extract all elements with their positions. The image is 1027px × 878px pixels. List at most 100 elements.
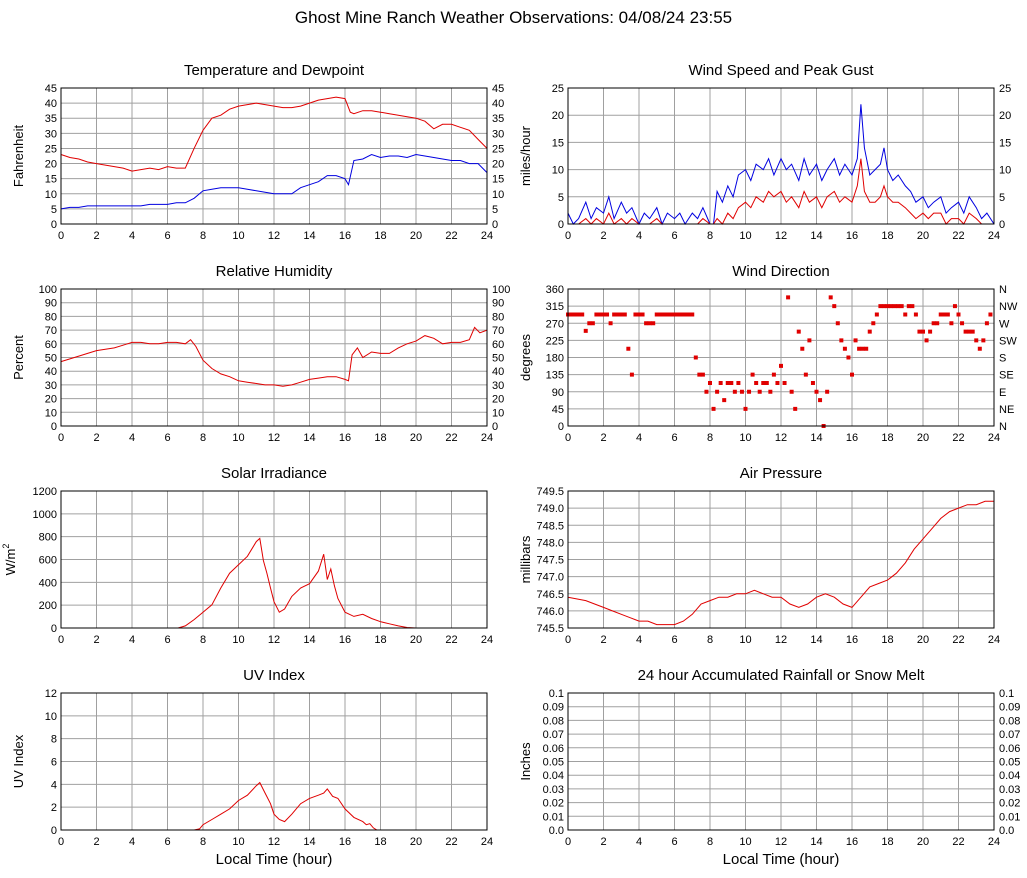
y-right-tick-label: 30 <box>492 128 504 140</box>
y-tick-label: 0.07 <box>543 729 564 741</box>
data-point <box>867 329 872 334</box>
x-tick-label: 18 <box>881 432 893 444</box>
data-point <box>736 380 741 385</box>
x-tick-label: 2 <box>600 230 606 242</box>
y-right-tick-label: NW <box>999 301 1018 313</box>
y-right-tick-label: 0.09 <box>999 702 1020 714</box>
data-point <box>899 304 904 309</box>
data-point <box>850 372 854 377</box>
data-point <box>889 304 894 309</box>
data-point <box>878 304 883 309</box>
x-tick-label: 12 <box>268 634 280 646</box>
y-right-tick-label: N <box>999 421 1007 433</box>
y-tick-label: 60 <box>45 339 57 351</box>
plot-frame <box>567 692 995 831</box>
y-right-tick-label: 30 <box>492 380 504 392</box>
x-tick-label: 20 <box>410 836 422 848</box>
x-tick-label: 16 <box>846 230 858 242</box>
y-tick-label: 25 <box>552 83 564 95</box>
x-tick-label: 18 <box>374 836 386 848</box>
x-tick-label: 20 <box>917 836 929 848</box>
chart-title: Air Pressure <box>740 465 823 482</box>
y-tick-label: 0.09 <box>543 702 564 714</box>
x-tick-label: 6 <box>164 432 170 444</box>
series-line-0 <box>61 537 487 629</box>
y-tick-label: 0 <box>558 421 564 433</box>
data-point <box>779 363 783 368</box>
x-tick-label: 2 <box>93 432 99 444</box>
x-tick-label: 18 <box>881 634 893 646</box>
y-tick-label: 1000 <box>33 509 57 521</box>
x-tick-label: 8 <box>707 230 713 242</box>
x-tick-label: 22 <box>445 230 457 242</box>
y-right-tick-label: 10 <box>492 407 504 419</box>
y-tick-label: 748.5 <box>536 520 564 532</box>
y-axis-label: millibars <box>518 535 533 583</box>
y-tick-label: 10 <box>552 165 564 177</box>
data-point <box>974 338 979 343</box>
x-tick-label: 22 <box>952 836 964 848</box>
x-tick-label: 20 <box>410 432 422 444</box>
y-right-tick-label: 50 <box>492 353 504 365</box>
y-tick-label: 45 <box>45 83 57 95</box>
x-tick-label: 22 <box>445 836 457 848</box>
y-tick-label: 2 <box>51 802 57 814</box>
data-point <box>910 304 915 309</box>
y-right-tick-label: 0 <box>492 219 498 231</box>
data-point <box>807 338 812 343</box>
y-axis-label-text: W/m <box>3 549 18 576</box>
chart-rain: 24 hour Accumulated Rainfall or Snow Mel… <box>518 667 1020 868</box>
y-right-tick-label: 35 <box>492 113 504 125</box>
y-axis-label: miles/hour <box>518 125 533 186</box>
y-tick-label: 0.1 <box>549 688 564 700</box>
y-tick-label: 20 <box>45 394 57 406</box>
x-tick-label: 10 <box>232 836 244 848</box>
y-axis-label: Fahrenheit <box>11 125 26 188</box>
data-point <box>782 380 787 385</box>
plot-frame <box>567 288 995 427</box>
y-right-tick-label: 0.0 <box>999 825 1014 837</box>
data-point <box>580 312 585 317</box>
x-tick-label: 20 <box>410 230 422 242</box>
x-tick-label: 16 <box>846 836 858 848</box>
y-tick-label: 20 <box>552 110 564 122</box>
y-right-tick-label: 15 <box>999 137 1011 149</box>
data-point <box>750 372 755 377</box>
data-point <box>832 304 837 309</box>
data-point <box>608 321 613 326</box>
y-right-tick-label: 0.06 <box>999 743 1020 755</box>
x-tick-label: 10 <box>739 432 751 444</box>
data-point <box>938 312 943 317</box>
x-tick-label: 16 <box>339 432 351 444</box>
x-tick-label: 12 <box>775 634 787 646</box>
x-tick-label: 24 <box>988 836 1000 848</box>
x-tick-label: 10 <box>739 634 751 646</box>
data-point <box>853 338 858 343</box>
y-tick-label: 0 <box>51 825 57 837</box>
x-tick-label: 16 <box>846 634 858 646</box>
y-tick-label: 6 <box>51 757 57 769</box>
data-point <box>729 380 734 385</box>
x-tick-label: 18 <box>374 432 386 444</box>
data-point <box>690 312 695 317</box>
x-tick-label: 0 <box>565 836 571 848</box>
data-point <box>775 380 780 385</box>
y-tick-label: 80 <box>45 311 57 323</box>
y-axis-label-text: UV Index <box>11 734 26 788</box>
x-tick-label: 10 <box>232 230 244 242</box>
data-point <box>860 346 865 351</box>
y-right-tick-label: 0.07 <box>999 729 1020 741</box>
y-tick-label: 90 <box>552 387 564 399</box>
x-tick-label: 14 <box>810 432 822 444</box>
x-tick-label: 12 <box>775 432 787 444</box>
y-axis-label-text: Fahrenheit <box>11 125 26 188</box>
y-right-tick-label: N <box>999 284 1007 296</box>
y-axis-label-text: miles/hour <box>518 125 533 186</box>
x-tick-label: 2 <box>600 432 606 444</box>
x-tick-label: 2 <box>600 836 606 848</box>
y-tick-label: 270 <box>546 318 564 330</box>
data-point <box>605 312 610 317</box>
